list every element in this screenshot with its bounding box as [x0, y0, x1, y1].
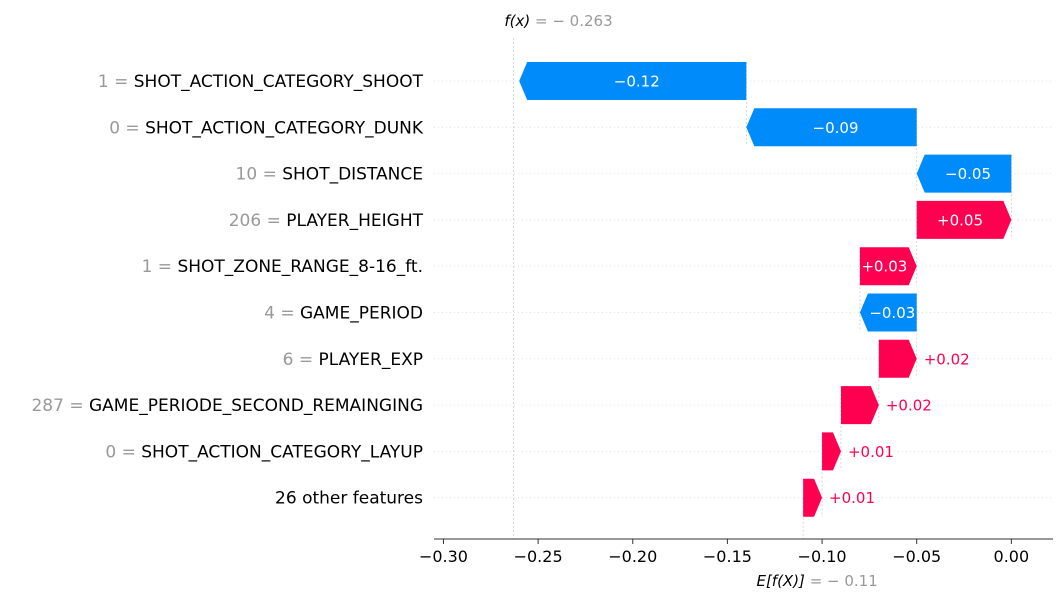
feature-value: 4	[264, 304, 275, 324]
x-tick-label: −0.15	[703, 547, 752, 566]
x-tick-label: −0.25	[514, 547, 563, 566]
feature-name: PLAYER_EXP	[319, 350, 424, 370]
feature-label: 26 other features	[275, 489, 423, 509]
bar-value-label: +0.02	[886, 397, 932, 415]
bars	[519, 62, 1012, 517]
equals-sign: =	[116, 442, 141, 462]
feature-label: 1 = SHOT_ZONE_RANGE_8-16_ft.	[142, 257, 423, 277]
feature-label: 10 = SHOT_DISTANCE	[236, 165, 423, 185]
feature-value: 1	[142, 257, 153, 277]
feature-label: 1 = SHOT_ACTION_CATEGORY_SHOOT	[98, 72, 424, 92]
bar-negative	[916, 154, 1012, 193]
feature-name: SHOT_ACTION_CATEGORY_SHOOT	[134, 72, 424, 92]
bar-negative	[519, 62, 747, 100]
bar-positive	[840, 386, 879, 425]
feature-name: SHOT_ZONE_RANGE_8-16_ft.	[177, 257, 423, 277]
bar-value-label: −0.09	[813, 119, 859, 137]
bar-value-label: −0.12	[614, 73, 660, 91]
feature-name: SHOT_ACTION_CATEGORY_LAYUP	[141, 442, 423, 462]
equals-sign: =	[293, 350, 318, 370]
feature-name: GAME_PERIOD	[300, 304, 423, 324]
bar-positive	[916, 200, 1012, 239]
x-axis-ticks: −0.30 −0.25 −0.20 −0.15 −0.10 −0.05 0.00	[419, 539, 1029, 566]
bar-value-label: +0.01	[829, 489, 875, 507]
x-tick-label: 0.00	[994, 547, 1030, 566]
feature-value: 1	[98, 72, 109, 92]
equals-sign: =	[152, 257, 177, 277]
feature-name: SHOT_ACTION_CATEGORY_DUNK	[145, 118, 424, 138]
feature-value: 206	[229, 211, 261, 231]
equals-sign: =	[64, 396, 89, 416]
feature-name: GAME_PERIODE_SECOND_REMAINGING	[89, 396, 423, 416]
feature-value: 6	[283, 350, 294, 370]
equals-sign: =	[275, 304, 300, 324]
ex-var: E[f(X)]	[756, 572, 805, 590]
bar-value-label: +0.02	[924, 350, 970, 368]
feature-value: 287	[31, 396, 63, 416]
bar-value-label: +0.05	[937, 211, 983, 229]
bar-positive	[803, 478, 823, 517]
bar-value-label: −0.05	[945, 165, 991, 183]
bar-labels: −0.12 −0.09 −0.05 +0.05 +0.03 −0.03 +0.02 +0.02…	[614, 73, 991, 508]
equals-sign: =	[120, 118, 145, 138]
feature-name: 26 other features	[275, 489, 423, 509]
feature-value: 0	[109, 118, 120, 138]
equals-sign: =	[257, 165, 282, 185]
fx-var: f(x)	[504, 12, 530, 30]
feature-name: PLAYER_HEIGHT	[286, 211, 423, 231]
bar-value-label: −0.03	[869, 304, 915, 322]
feature-label: 0 = SHOT_ACTION_CATEGORY_LAYUP	[105, 442, 423, 462]
expected-value-label: E[f(X)] = − 0.11	[756, 572, 877, 590]
x-tick-label: −0.10	[798, 547, 847, 566]
feature-value: 0	[105, 442, 116, 462]
bar-value-label: +0.01	[848, 443, 894, 461]
feature-labels: 1 = SHOT_ACTION_CATEGORY_SHOOT 0 = SHOT_A…	[31, 72, 423, 509]
fx-value: = − 0.263	[530, 12, 612, 30]
feature-label: 4 = GAME_PERIOD	[264, 304, 423, 324]
feature-label: 0 = SHOT_ACTION_CATEGORY_DUNK	[109, 118, 424, 138]
x-tick-label: −0.20	[608, 547, 657, 566]
equals-sign: =	[109, 72, 134, 92]
bar-value-label: +0.03	[861, 258, 907, 276]
feature-label: 287 = GAME_PERIODE_SECOND_REMAINGING	[31, 396, 423, 416]
ex-value: = − 0.11	[805, 572, 878, 590]
bar-positive	[859, 247, 917, 286]
feature-value: 10	[236, 165, 258, 185]
x-tick-label: −0.30	[419, 547, 468, 566]
feature-label: 6 = PLAYER_EXP	[283, 350, 423, 370]
feature-label: 206 = PLAYER_HEIGHT	[229, 211, 424, 231]
row-gridlines	[434, 80, 1053, 499]
bar-positive	[822, 432, 841, 471]
bar-negative	[746, 108, 917, 147]
x-tick-label: −0.05	[892, 547, 941, 566]
equals-sign: =	[261, 211, 286, 231]
fx-output-label: f(x) = − 0.263	[504, 12, 612, 30]
bar-negative	[859, 293, 917, 332]
bar-positive	[878, 339, 917, 378]
feature-name: SHOT_DISTANCE	[282, 165, 423, 185]
guide-lines	[513, 38, 1012, 539]
